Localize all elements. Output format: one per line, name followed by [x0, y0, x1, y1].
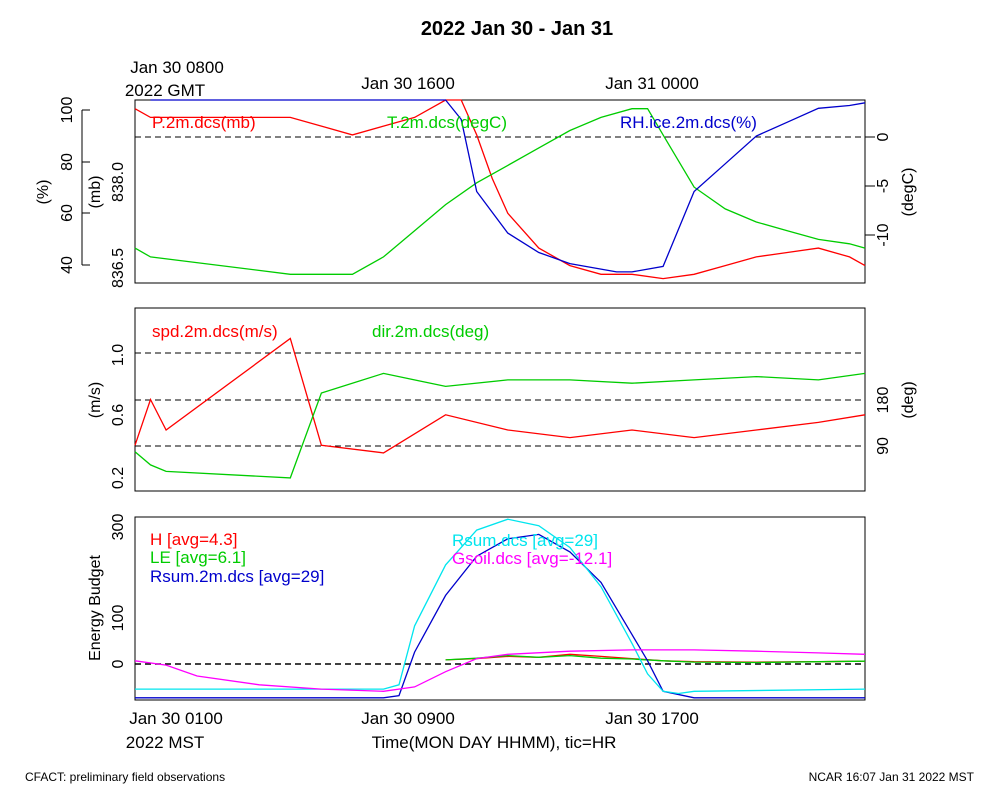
footer-right: NCAR 16:07 Jan 31 2022 MST — [809, 770, 975, 784]
panel-1-right-axis: 0 -5 -10 (degC) — [865, 132, 917, 247]
series-line-dir-2m-dcs-deg- — [134, 372, 866, 479]
series-line-gsoil-dcs-avg-12-1- — [134, 649, 866, 692]
top-tick-label-0: Jan 30 0800 — [130, 58, 224, 77]
degc-axis-label: (degC) — [900, 168, 917, 217]
chart-title: 2022 Jan 30 - Jan 31 — [421, 18, 613, 40]
eb-tick-label-0: 0 — [110, 659, 127, 668]
series-line-p-2m-dcs-mb- — [134, 99, 866, 280]
h-series-label: H [avg=4.3] — [150, 530, 237, 549]
rh-series-label: RH.ice.2m.dcs(%) — [620, 113, 757, 132]
panel-1-frame — [134, 99, 866, 284]
bottom-tick-label-2: Jan 30 1700 — [605, 709, 699, 728]
ms-axis-label: (m/s) — [87, 382, 104, 418]
series-line-rh-ice-2m-dcs- — [150, 99, 866, 273]
temperature-series-label: T.2m.dcs(degC) — [387, 113, 507, 132]
panel-3-frame — [134, 516, 866, 701]
ms-tick-label-0-6: 0.6 — [110, 404, 127, 426]
deg-axis-label: (deg) — [900, 381, 917, 418]
mb-tick-label-836-5: 836.5 — [110, 248, 127, 288]
series-line-spd-2m-dcs-m-s- — [134, 337, 866, 454]
deg-tick-label-180: 180 — [875, 387, 892, 414]
series-line-le-avg-6-1- — [445, 654, 866, 664]
pct-tick-label-80: 80 — [59, 153, 76, 171]
series-line-rsum-dcs-avg-29- — [135, 518, 866, 695]
x-axis-label: Time(MON DAY HHMM), tic=HR — [372, 733, 617, 752]
top-tick-label-2: Jan 31 0000 — [605, 74, 699, 93]
pct-tick-label-100: 100 — [59, 97, 76, 124]
degc-tick-label-minus5: -5 — [875, 179, 892, 193]
rsum2m-series-label: Rsum.2m.dcs [avg=29] — [150, 567, 324, 586]
ms-tick-label-1-0: 1.0 — [110, 344, 127, 366]
series-line-t-2m-dcs-degc- — [134, 108, 866, 275]
ms-tick-label-0-2: 0.2 — [110, 467, 127, 489]
degc-tick-label-0: 0 — [875, 132, 892, 141]
pct-axis-label: (%) — [35, 180, 52, 205]
series-layer — [134, 99, 866, 699]
dir-series-label: dir.2m.dcs(deg) — [372, 322, 489, 341]
rsum-series-label: Rsum.dcs [avg=29] — [452, 531, 598, 550]
spd-series-label: spd.2m.dcs(m/s) — [152, 322, 278, 341]
pct-tick-label-40: 40 — [59, 256, 76, 274]
pressure-series-label: P.2m.dcs(mb) — [152, 113, 256, 132]
le-series-label: LE [avg=6.1] — [150, 548, 246, 567]
panel-3-axes: 0 100 300 Energy Budget — [87, 514, 127, 669]
mb-tick-label-838-0: 838.0 — [110, 162, 127, 202]
bottom-tick-label-1: Jan 30 0900 — [361, 709, 455, 728]
footer-left: CFACT: preliminary field observations — [25, 770, 225, 784]
eb-tick-label-100: 100 — [110, 605, 127, 632]
bottom-tick-label-0: Jan 30 0100 — [129, 709, 223, 728]
mb-axis-label: (mb) — [87, 176, 104, 209]
gsoil-series-label: Gsoil.dcs [avg=-12.1] — [452, 549, 612, 568]
eb-axis-label: Energy Budget — [87, 555, 104, 661]
series-line-rsum-2m-dcs-avg-29- — [135, 533, 865, 699]
panel-1-left-axes: 40 60 80 100 (%) 836.5 838.0 (mb) — [35, 97, 127, 288]
top-tick-label-1: Jan 30 1600 — [361, 74, 455, 93]
degc-tick-label-minus10: -10 — [875, 223, 892, 246]
top-axis-sublabel: 2022 GMT — [125, 81, 205, 100]
eb-tick-label-300: 300 — [110, 514, 127, 541]
deg-tick-label-90: 90 — [875, 437, 892, 455]
panel-2-axes: 0.2 0.6 1.0 (m/s) 90 180 (deg) — [87, 344, 917, 489]
bottom-axis-sublabel: 2022 MST — [126, 733, 204, 752]
pct-tick-label-60: 60 — [59, 204, 76, 222]
